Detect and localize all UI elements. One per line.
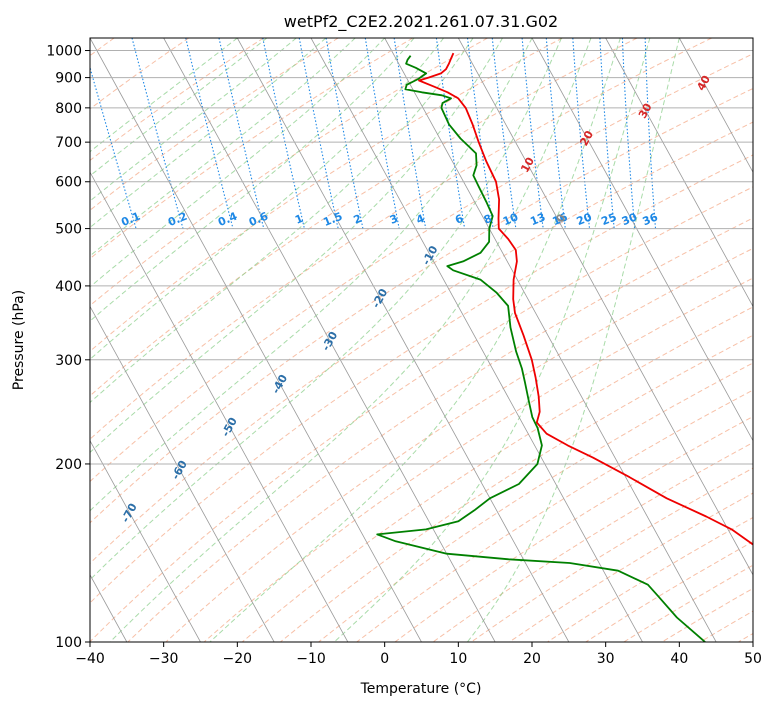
moist-adiabat: [109, 38, 592, 642]
isotherm-gridline: [752, 38, 753, 39]
x-tick-label: 0: [380, 651, 389, 667]
isotherm-gridline: [90, 439, 201, 642]
mixing-ratio-line: [491, 38, 517, 229]
plot-frame: [89, 37, 754, 643]
axes: −40 −30 −20 −10 0 10 20 30 40 50 1000 900 800 700 600 5…: [46, 44, 762, 667]
x-tick-label: 40: [670, 651, 688, 667]
dry-adiabat: [318, 362, 753, 642]
plot-area: [90, 38, 753, 642]
y-tick-label: 600: [55, 175, 82, 191]
isotherm-gridline: [310, 38, 643, 642]
isotherm-gridline: [90, 171, 349, 642]
isotherm-gridline: [457, 38, 753, 576]
moist-adiabat: [90, 38, 327, 229]
mixing-ratio-label: 3: [388, 212, 400, 227]
plot-background: [90, 38, 753, 642]
dry-adiabat: [90, 38, 339, 211]
mixing-ratio-label: 25: [599, 210, 618, 228]
mixing-ratio-label: 13: [528, 210, 547, 228]
moist-adiabat: [90, 38, 356, 257]
x-axis-title: Temperature (°C): [360, 681, 482, 697]
mixing-ratio-label: 16: [550, 210, 569, 228]
y-tick-label: 300: [55, 353, 82, 369]
isotherm-gridline: [90, 38, 422, 642]
chart-title: wetPf2_C2E2.2021.261.07.31.G02: [284, 12, 558, 32]
x-tick-label: 50: [744, 651, 762, 667]
y-tick-label: 400: [55, 279, 82, 295]
dry-adiabat-label: -90: [19, 587, 40, 611]
mixing-ratio-label: 36: [641, 210, 660, 228]
dry-adiabat: [90, 38, 264, 162]
y-tick-label: 500: [55, 222, 82, 238]
x-tick-label: −20: [223, 651, 253, 667]
mixing-ratio-line: [218, 38, 265, 229]
isotherm-gridline: [605, 38, 753, 308]
x-tick-label: 10: [449, 651, 467, 667]
mixing-ratio-label: 8: [482, 212, 494, 227]
y-tick-label: 800: [55, 101, 82, 117]
mixing-ratio-line: [599, 38, 615, 229]
mixing-ratio-line: [521, 38, 544, 229]
y-axis-title: Pressure (hPa): [11, 290, 27, 390]
y-tick-label: 700: [55, 135, 82, 151]
moist-adiabat: [90, 38, 474, 404]
dry-adiabat: [90, 87, 753, 524]
dry-adiabat: [90, 38, 638, 397]
dry-adiabat: [241, 306, 753, 642]
moist-adiabat: [209, 38, 621, 642]
moist-adiabat: [90, 38, 533, 512]
moist-adiabat: [90, 38, 238, 153]
isotherm-gridline: [90, 305, 275, 642]
isotherm-gridline: [236, 38, 570, 642]
moist-adiabat: [333, 38, 651, 642]
isotherm-gridline: [384, 38, 717, 642]
x-tick-label: 20: [523, 651, 541, 667]
dewpoint-profile: [376, 55, 706, 642]
dry-adiabat: [90, 38, 488, 307]
temperature-profile: [418, 52, 753, 546]
x-tick-label: −30: [149, 651, 179, 667]
dry-adiabat: [90, 53, 753, 483]
mixing-ratio-label: 30: [620, 210, 639, 228]
y-tick-label: 200: [55, 457, 82, 473]
mixing-ratio-label: 10: [501, 210, 520, 228]
mixing-ratio-line: [90, 65, 137, 229]
mixing-ratio-line: [572, 38, 591, 229]
dry-adiabat: [90, 38, 190, 110]
mixing-ratio-label: 1: [293, 212, 305, 227]
isotherm-gridline: [531, 38, 753, 442]
mixing-ratio-label: 2: [352, 212, 364, 227]
mixing-ratio-line: [185, 38, 234, 229]
y-tick-label: 100: [55, 635, 82, 651]
mixing-ratio-label: 20: [575, 210, 594, 228]
mixing-ratio-line: [262, 38, 305, 229]
dry-adiabat-label: -80: [69, 544, 90, 568]
mixing-ratio-line: [621, 38, 636, 229]
moist-adiabat: [90, 38, 297, 202]
y-tick-label: 900: [55, 71, 82, 87]
mixing-ratio-line: [131, 38, 184, 229]
mixing-ratio-line: [545, 38, 566, 229]
moist-adiabat: [467, 38, 680, 642]
dry-adiabat: [90, 121, 753, 564]
isotherm-gridline: [163, 38, 496, 642]
y-tick-label: 1000: [46, 44, 82, 60]
x-tick-label: 30: [597, 651, 615, 667]
moist-adiabat: [90, 38, 445, 360]
moist-adiabat: [90, 38, 268, 177]
x-tick-label: −10: [296, 651, 326, 667]
moist-adiabat: [90, 38, 386, 288]
dry-adiabat: [90, 38, 712, 440]
dry-adiabat: [90, 186, 753, 642]
dry-adiabat: [280, 334, 753, 642]
isotherm-gridline: [678, 38, 753, 174]
moist-adiabat: [90, 38, 503, 454]
x-tick-label: −40: [75, 651, 105, 667]
dry-adiabat: [127, 217, 753, 642]
